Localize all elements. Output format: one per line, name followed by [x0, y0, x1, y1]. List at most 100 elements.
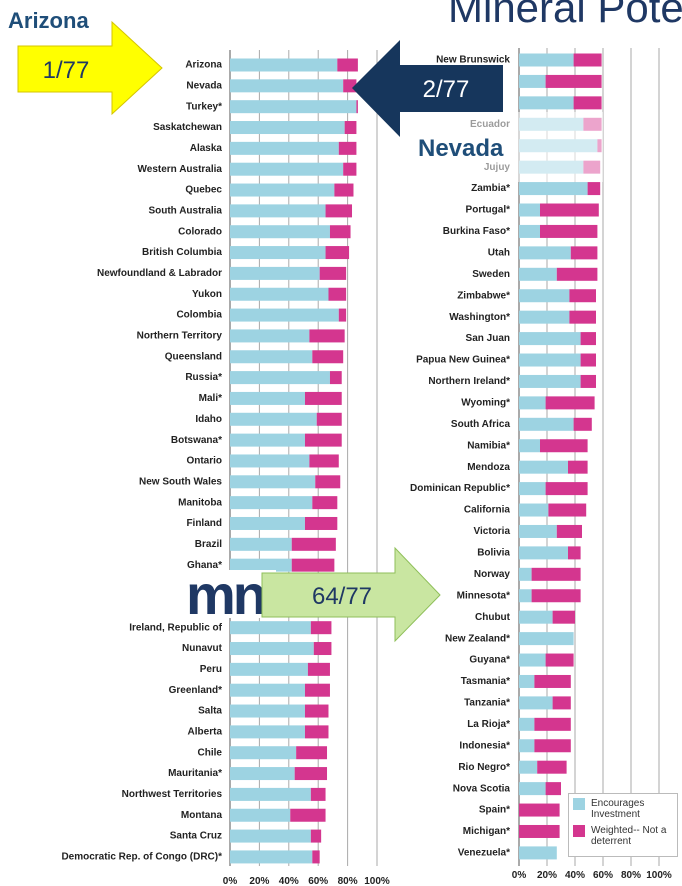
bar-segment — [344, 121, 357, 135]
y-tick-label: Indonesia* — [459, 740, 510, 751]
y-tick-label: Mauritania* — [168, 768, 222, 779]
bar-segment — [329, 371, 342, 385]
y-tick-label: Greenland* — [169, 685, 222, 696]
y-tick-label: Manitoba — [178, 497, 222, 508]
bar-segment — [230, 662, 308, 676]
minnesota-arrow — [261, 546, 441, 643]
bar-segment — [519, 803, 560, 817]
bar-segment — [230, 642, 314, 656]
bar-segment — [230, 79, 344, 93]
bar-segment — [568, 546, 581, 560]
bar-segment — [230, 100, 357, 114]
bar-segment — [519, 567, 532, 581]
x-tick-label: 100% — [646, 870, 672, 881]
bar-segment — [230, 391, 305, 405]
bar-segment — [343, 162, 357, 176]
bar-segment — [540, 224, 598, 238]
y-tick-label: Victoria — [474, 526, 511, 537]
bar-segment — [580, 332, 596, 346]
bar-segment — [334, 183, 354, 197]
y-tick-label: Rio Negro* — [458, 762, 510, 773]
bar-segment — [519, 717, 535, 731]
bar-segment — [545, 653, 574, 667]
bar-segment — [519, 332, 581, 346]
bar-segment — [325, 204, 353, 218]
legend-swatch — [573, 798, 585, 810]
bar-segment — [310, 829, 322, 843]
bar-segment — [545, 74, 602, 88]
bar-segment — [338, 141, 357, 155]
y-tick-label: Bolivia — [477, 548, 510, 559]
y-tick-label: Colorado — [178, 226, 222, 237]
bar-segment — [519, 310, 570, 324]
legend-label: Encourages Investment — [591, 798, 645, 820]
bar-segment — [534, 674, 571, 688]
bar-segment — [309, 329, 345, 343]
bar-segment — [573, 417, 592, 431]
y-tick-label: Wyoming* — [461, 398, 510, 409]
bar-segment — [230, 746, 297, 760]
y-tick-label: Norway — [474, 569, 511, 580]
fade-overlay — [428, 112, 603, 182]
y-tick-label: Papua New Guinea* — [416, 355, 510, 366]
bar-segment — [580, 374, 596, 388]
bar-segment — [552, 696, 571, 710]
bar-segment — [329, 225, 351, 239]
y-tick-label: California — [464, 505, 511, 516]
x-tick-label: 40% — [279, 876, 299, 886]
bar-segment — [315, 475, 341, 489]
bar-segment — [519, 482, 546, 496]
bar-segment — [519, 824, 560, 838]
mn-logo: mn — [186, 563, 264, 626]
nevada-rank: 2/77 — [423, 76, 470, 103]
y-tick-label: Ireland, Republic of — [129, 622, 222, 633]
y-tick-label: Peru — [200, 664, 222, 675]
y-tick-label: Burkina Faso* — [443, 226, 510, 237]
bar-segment — [230, 516, 305, 530]
y-tick-label: La Rioja* — [467, 719, 510, 730]
bar-segment — [230, 475, 316, 489]
y-tick-label: Zambia* — [471, 183, 510, 194]
bar-segment — [545, 396, 595, 410]
y-tick-label: New South Wales — [139, 476, 222, 487]
bar-segment — [230, 162, 344, 176]
bar-segment — [580, 353, 596, 367]
slide-title: Mineral Potential — [448, 0, 682, 31]
y-tick-label: Brazil — [195, 539, 222, 550]
bar-segment — [519, 224, 540, 238]
bar-segment — [313, 642, 332, 656]
bar-segment — [230, 266, 320, 280]
bar-segment — [519, 289, 570, 303]
y-tick-label: Nova Scotia — [453, 783, 511, 794]
bar-segment — [230, 287, 329, 301]
bar-segment — [556, 524, 582, 538]
bar-segment — [230, 621, 311, 635]
bar-segment — [230, 787, 311, 801]
y-tick-label: South Australia — [148, 206, 222, 217]
y-tick-label: Yukon — [192, 289, 222, 300]
y-tick-label: South Africa — [451, 419, 511, 430]
arizona-rank: 1/77 — [43, 57, 90, 84]
bar-segment — [519, 96, 574, 110]
bar-segment — [230, 308, 339, 322]
y-tick-label: Utah — [488, 248, 510, 259]
bar-segment — [519, 760, 538, 774]
bar-segment — [337, 58, 358, 72]
bar-segment — [309, 454, 339, 468]
legend-label: Weighted-- Not a deterrent — [591, 825, 667, 847]
bar-segment — [569, 310, 596, 324]
y-tick-label: Colombia — [176, 310, 222, 321]
y-tick-label: Portugal* — [466, 205, 511, 216]
bar-segment — [519, 439, 540, 453]
bar-segment — [556, 267, 598, 281]
bar-segment — [519, 524, 557, 538]
bar-segment — [307, 662, 330, 676]
bar-segment — [230, 725, 305, 739]
y-tick-label: Chubut — [475, 612, 511, 623]
bar-segment — [519, 739, 535, 753]
bar-segment — [573, 96, 602, 110]
y-tick-label: Finland — [186, 518, 222, 529]
bar-segment — [290, 808, 326, 822]
bar-segment — [230, 808, 291, 822]
